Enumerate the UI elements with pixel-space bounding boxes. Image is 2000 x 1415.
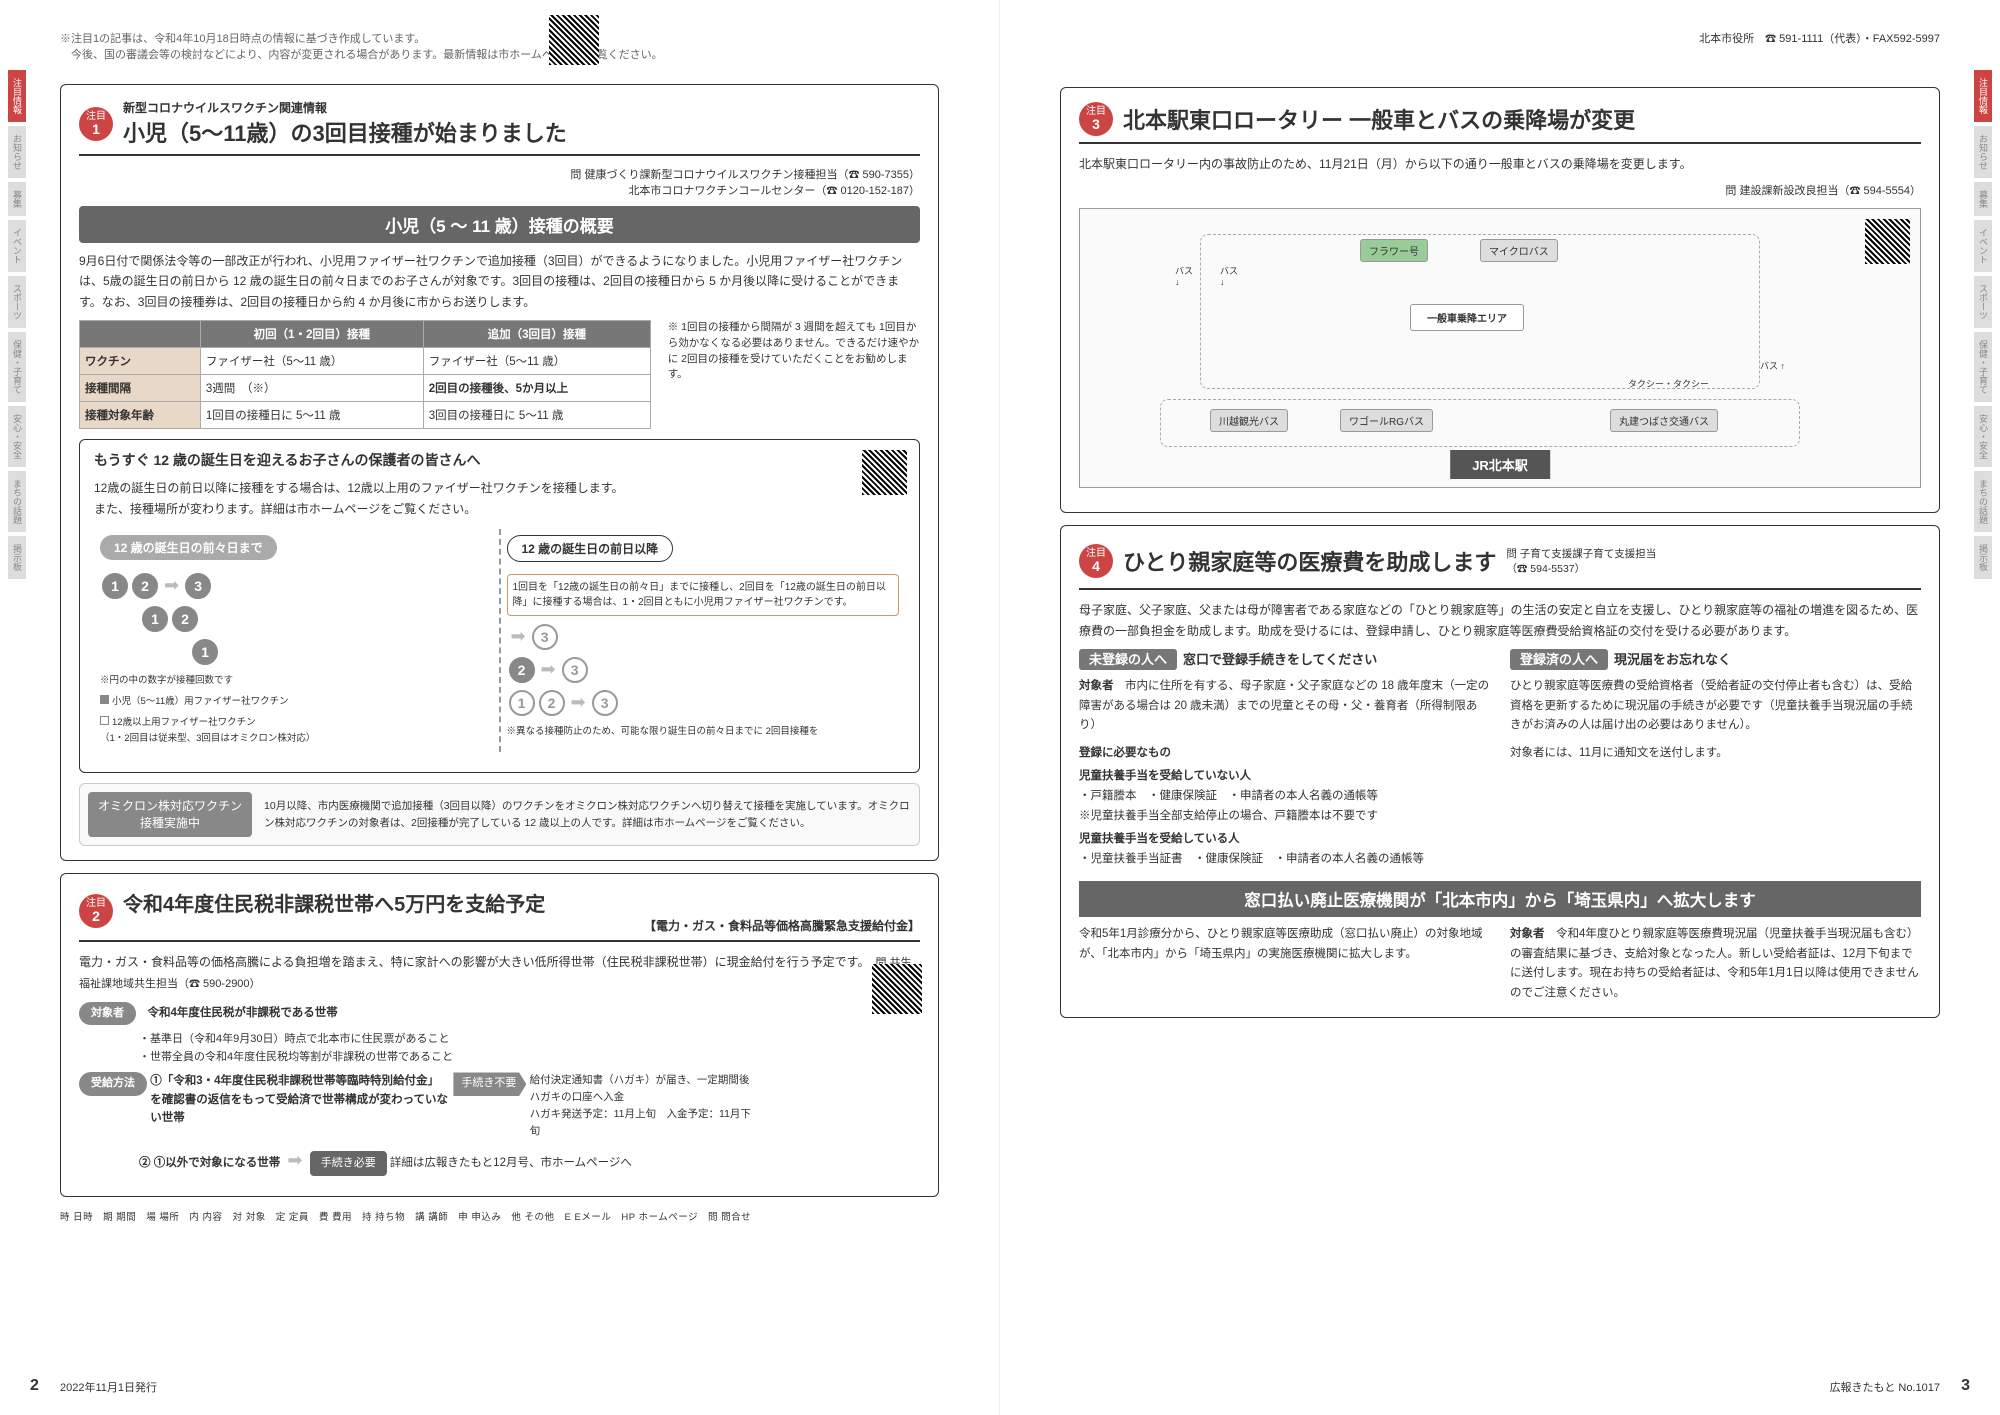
omicron-box: オミクロン株対応ワクチン 接種実施中 10月以降、市内医療機関で追加接種（3回目… [79, 783, 920, 847]
vaccine-diagram: 12 歳の誕生日の前々日まで 12➡3 12 1 ※円の中の数字が接種回数です … [94, 529, 905, 752]
sec1-super: 新型コロナウイルスワクチン関連情報 [123, 99, 567, 116]
section-benefit: 注目2 令和4年度住民税非課税世帯へ5万円を支給予定 【電力・ガス・食料品等価格… [60, 873, 939, 1197]
sidebar-item: 掲示板 [1974, 536, 1992, 579]
badge-1: 注目1 [79, 107, 113, 141]
sec1-title: 小児（5～11歳）の3回目接種が始まりました [123, 116, 567, 148]
sidebar-item: スポーツ [1974, 276, 1992, 328]
header-contact: 北本市役所 ☎ 591-1111（代表）・FAX592-5997 [1699, 30, 1940, 46]
sidebar-item: 保健・子育て [8, 332, 26, 402]
sec2-title: 令和4年度住民税非課税世帯へ5万円を支給予定 [123, 894, 545, 916]
sec1-contact: 問 健康づくり課新型コロナウイルスワクチン接種担当（☎ 590-7355） 北本… [79, 166, 920, 198]
sec1-banner: 小児（5 ～ 11 歳）接種の概要 [79, 206, 920, 243]
qr-icon [872, 964, 922, 1014]
sec1-body: 9月6日付で関係法令等の一部改正が行われ、小児用ファイザー社ワクチンで追加接種（… [79, 251, 920, 312]
rotary-map: フラワー号 マイクロバス 一般車乗降エリア 川越観光バス ワゴールRGバス 丸建… [1079, 208, 1921, 488]
sidebar-item: 注目情報 [8, 70, 26, 122]
sidebar-right: 注目情報お知らせ募集イベントスポーツ保健・子育て安心・安全まちの話題掲示板 [1974, 70, 1992, 579]
sidebar-item: イベント [8, 220, 26, 272]
sidebar-item: 安心・安全 [8, 406, 26, 467]
two-column: 未登録の人へ窓口で登録手続きをしてください 対象者 市内に住所を有する、母子家庭… [1079, 649, 1921, 869]
qr-icon [1865, 219, 1910, 264]
page-num-left: 2 [30, 1377, 39, 1395]
sidebar-item: お知らせ [8, 126, 26, 178]
top-note: ※注目1の記事は、令和4年10月18日時点の情報に基づき作成しています。 今後、… [60, 20, 939, 72]
table-note: ※ 1回目の接種から間隔が 3 週間を超えても 1回目から効かなくなる必要はあり… [668, 320, 920, 383]
qr-top [549, 15, 599, 65]
subbox-12yo: もうすぐ 12 歳の誕生日を迎えるお子さんの保護者の皆さんへ 12歳の誕生日の前… [79, 439, 920, 773]
section-rotary: 注目3 北本駅東口ロータリー 一般車とバスの乗降場が変更 北本駅東口ロータリー内… [1060, 87, 1940, 513]
sidebar-item: 掲示板 [8, 536, 26, 579]
section-medical: 注目4 ひとり親家庭等の医療費を助成します 問 子育て支援課子育て支援担当（☎ … [1060, 525, 1940, 1018]
sidebar-item: まちの話題 [8, 471, 26, 532]
badge-2: 注目2 [79, 894, 113, 928]
sec4-banner: 窓口払い廃止医療機関が「北本市内」から「埼玉県内」へ拡大します [1079, 881, 1921, 917]
sidebar-item: 注目情報 [1974, 70, 1992, 122]
qr-icon [862, 450, 907, 495]
footer-legend: 時 日時 期 期間 場 場所 内 内容 対 対象 定 定員 費 費用 持 持ち物… [60, 1209, 939, 1223]
badge-3: 注目3 [1079, 102, 1113, 136]
footer-date: 2022年11月1日発行 [60, 1379, 157, 1395]
sidebar-item: 安心・安全 [1974, 406, 1992, 467]
sidebar-item: 募集 [1974, 182, 1992, 216]
sidebar-item: 保健・子育て [1974, 332, 1992, 402]
sidebar-item: お知らせ [1974, 126, 1992, 178]
badge-4: 注目4 [1079, 544, 1113, 578]
page-num-right: 3 [1961, 1377, 1970, 1395]
sec3-title: 北本駅東口ロータリー 一般車とバスの乗降場が変更 [1123, 103, 1635, 135]
sidebar-item: 募集 [8, 182, 26, 216]
sidebar-item: まちの話題 [1974, 471, 1992, 532]
sidebar-left: 注目情報お知らせ募集イベントスポーツ保健・子育て安心・安全まちの話題掲示板 [8, 70, 26, 579]
section-vaccine: 注目1 新型コロナウイルスワクチン関連情報 小児（5～11歳）の3回目接種が始ま… [60, 84, 939, 861]
footer-issue: 広報きたもと No.1017 [1830, 1379, 1940, 1395]
sec4-title: ひとり親家庭等の医療費を助成します [1123, 545, 1496, 577]
sidebar-item: イベント [1974, 220, 1992, 272]
vaccine-table: 初回（1・2回目）接種追加（3回目）接種 ワクチンファイザー社（5～11 歳）フ… [79, 320, 651, 429]
sidebar-item: スポーツ [8, 276, 26, 328]
